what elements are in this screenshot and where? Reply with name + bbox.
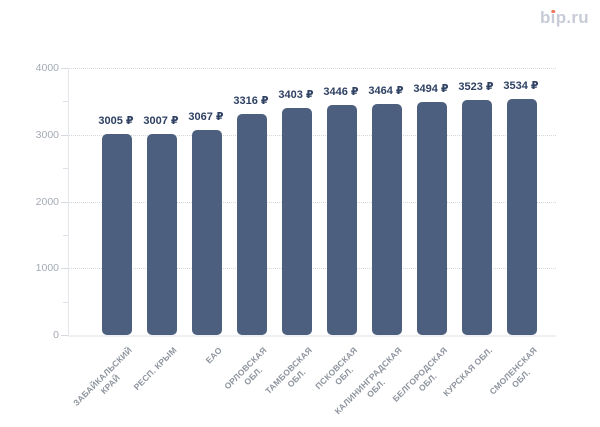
- x-axis-label: ТАМБОВСКАЯ ОБЛ.: [263, 345, 315, 396]
- bar-2[interactable]: [147, 134, 177, 335]
- bar-value-label: 3403 ₽: [278, 89, 314, 101]
- bar-value-label: 3316 ₽: [233, 95, 269, 107]
- bar-value-label: 3494 ₽: [413, 83, 449, 95]
- bar-value-label: 3534 ₽: [503, 80, 539, 92]
- bar-value-label: 3446 ₽: [323, 86, 359, 98]
- bar-3[interactable]: [192, 130, 222, 335]
- bar-value-label: 3523 ₽: [458, 81, 494, 93]
- y-axis-major-tick: [61, 68, 68, 69]
- y-axis-minor-tick: [63, 168, 68, 170]
- y-axis-tick-label: 2000: [35, 195, 59, 208]
- x-axis-label: СМОЛЕНСКАЯ ОБЛ.: [487, 345, 540, 397]
- bar-10[interactable]: [507, 99, 537, 335]
- gridline: [69, 201, 556, 203]
- bar-value-label: 3464 ₽: [368, 85, 404, 97]
- gridline: [69, 134, 556, 136]
- bar-9[interactable]: [462, 100, 492, 335]
- bip-logo[interactable]: bı p.ru: [540, 8, 589, 28]
- plot-area: [68, 68, 556, 337]
- x-axis-label: РЕСП. КРЫМ: [131, 345, 180, 393]
- gridline: [69, 268, 556, 270]
- y-axis-major-tick: [61, 201, 68, 203]
- bar-1[interactable]: [102, 134, 132, 335]
- bar-value-label: 3007 ₽: [143, 115, 179, 127]
- y-axis-tick-label: 0: [53, 329, 59, 341]
- bar-6[interactable]: [327, 105, 357, 335]
- logo-orange-dot-icon: [551, 9, 555, 13]
- logo-letter-i: ı: [550, 8, 556, 27]
- y-axis-tick-label: 4000: [35, 62, 59, 74]
- y-axis-minor-tick: [63, 301, 68, 303]
- y-axis-major-tick: [61, 134, 68, 136]
- bar-7[interactable]: [372, 104, 402, 335]
- logo-text: b: [539, 8, 551, 27]
- y-axis-major-tick: [61, 268, 68, 270]
- x-axis-label: ЗАБАЙКАЛЬСКИЙ КРАЙ: [71, 345, 135, 408]
- y-axis-tick-label: 3000: [35, 128, 59, 141]
- bar-4[interactable]: [237, 114, 267, 335]
- y-axis-major-tick: [61, 335, 68, 336]
- bar-5[interactable]: [282, 108, 312, 335]
- bar-8[interactable]: [417, 102, 447, 335]
- x-axis-label: ЕАО: [203, 345, 225, 366]
- y-axis-minor-tick: [63, 234, 68, 236]
- y-axis-tick-label: 1000: [35, 262, 59, 275]
- bar-value-label: 3005 ₽: [98, 115, 134, 127]
- y-axis-minor-tick: [63, 101, 68, 103]
- logo-text: p.ru: [555, 8, 589, 27]
- bar-value-label: 3067 ₽: [188, 111, 224, 123]
- gridline: [69, 68, 556, 69]
